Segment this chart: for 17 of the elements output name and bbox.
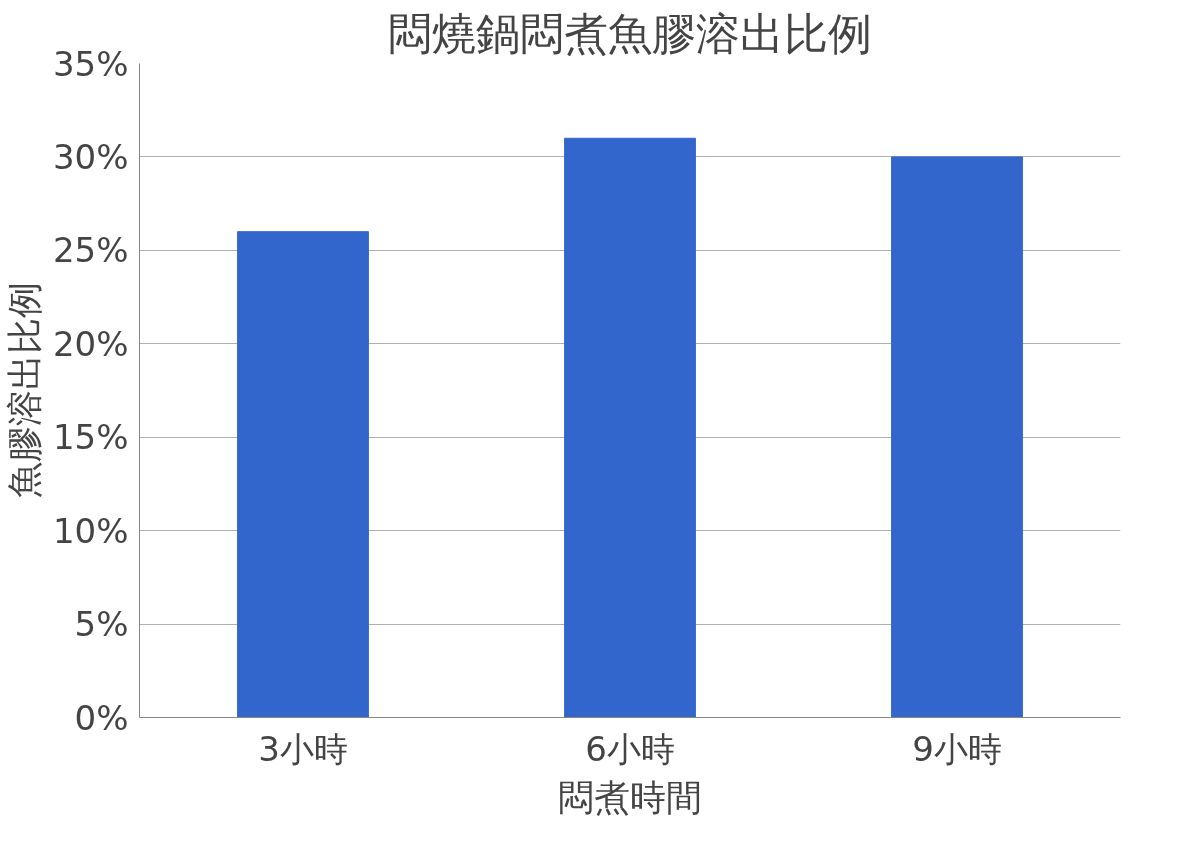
- y-tick-label: 0%: [74, 697, 129, 738]
- y-tick-label: 5%: [74, 604, 129, 645]
- x-tick-label: 9小時: [912, 728, 1002, 769]
- y-tick-label: 35%: [52, 43, 129, 84]
- y-tick-label: 10%: [52, 510, 129, 551]
- y-tick-label: 25%: [52, 230, 129, 271]
- bar: [891, 156, 1023, 718]
- y-tick-label: 15%: [52, 417, 129, 458]
- y-tick-label: 30%: [52, 136, 129, 177]
- x-tick-label: 6小時: [585, 728, 675, 769]
- chart-title: 悶燒鍋悶煮魚膠溶出比例: [388, 7, 872, 59]
- x-tick-label: 3小時: [258, 728, 348, 769]
- y-tick-label: 20%: [52, 323, 129, 364]
- y-axis-title: 魚膠溶出比例: [3, 282, 45, 499]
- x-axis-title: 悶煮時間: [558, 776, 702, 818]
- bar: [564, 137, 696, 718]
- bar: [237, 231, 369, 718]
